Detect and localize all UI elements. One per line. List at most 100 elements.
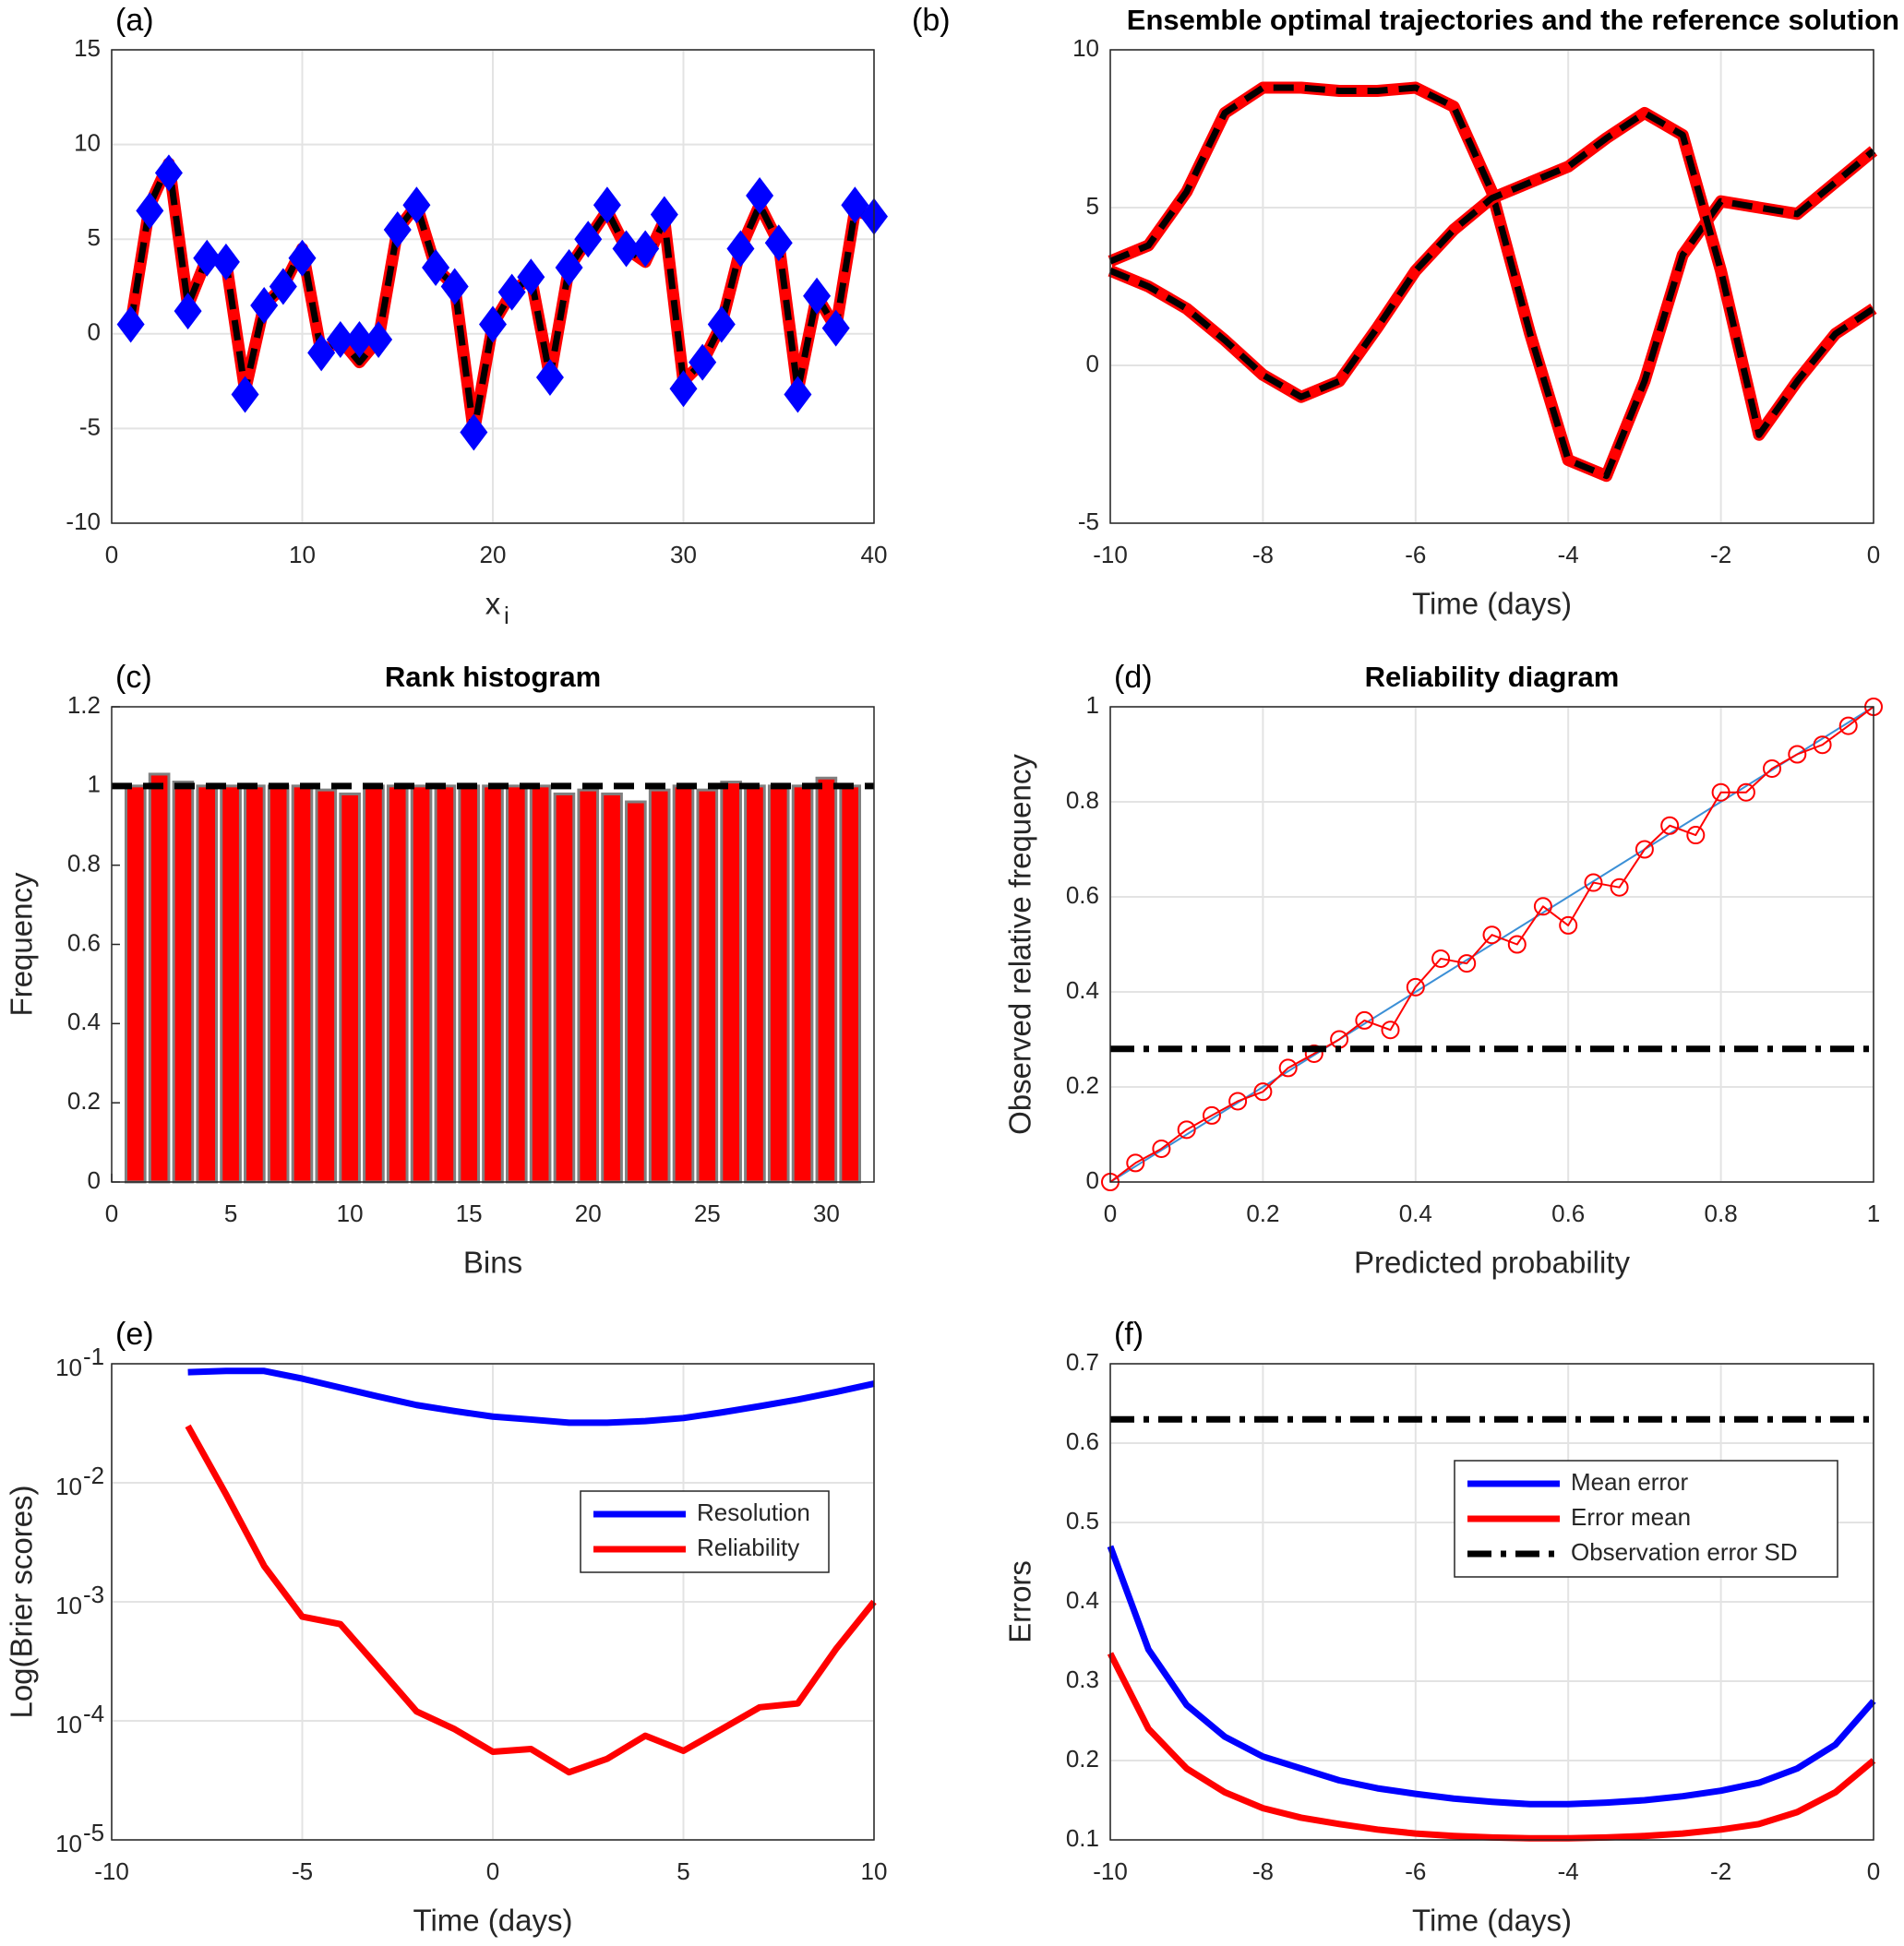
panel: 0 10 20 30 40 -10 -5 0 5 10 15 (a) x i bbox=[66, 3, 888, 629]
y-tick-label: 0 bbox=[1086, 1166, 1099, 1194]
marker bbox=[1228, 1092, 1248, 1111]
marker bbox=[440, 268, 469, 305]
marker bbox=[193, 239, 222, 277]
bar bbox=[220, 784, 242, 1184]
y-tick-label: -5 bbox=[79, 412, 101, 440]
y-tick-label: 0.6 bbox=[1066, 1427, 1099, 1455]
marker bbox=[231, 376, 259, 413]
marker bbox=[288, 239, 317, 277]
x-tick-label: -4 bbox=[1558, 541, 1579, 568]
series-line bbox=[1107, 1545, 1876, 1808]
panel-label: (e) bbox=[115, 1317, 154, 1352]
y-tick-label: 0.6 bbox=[67, 928, 101, 956]
marker bbox=[1559, 915, 1578, 935]
y-tick-label: 0.6 bbox=[1066, 881, 1099, 909]
x-axis-label: Predicted probability bbox=[1354, 1246, 1630, 1280]
bar bbox=[625, 800, 647, 1184]
plot-area bbox=[1110, 50, 1874, 523]
marker bbox=[1431, 949, 1451, 968]
y-tick-label: 10 bbox=[74, 128, 101, 156]
y-tick-label: 5 bbox=[1086, 192, 1099, 220]
panel-label: (f) bbox=[1114, 1317, 1144, 1352]
x-tick-label: 0.4 bbox=[1399, 1200, 1432, 1227]
y-tick-label: 10 bbox=[1072, 34, 1099, 62]
x-tick-label: -4 bbox=[1558, 1857, 1579, 1885]
marker bbox=[803, 277, 832, 315]
y-tick-label: 0.3 bbox=[1066, 1665, 1099, 1693]
x-tick-label: -2 bbox=[1710, 541, 1731, 568]
axes-box bbox=[1109, 706, 1874, 1183]
bar bbox=[577, 788, 600, 1184]
marker bbox=[211, 243, 240, 281]
marker bbox=[1763, 758, 1782, 778]
marker bbox=[1686, 826, 1706, 845]
bar bbox=[744, 784, 766, 1184]
x-tick-label: 0.6 bbox=[1551, 1200, 1585, 1227]
marker bbox=[669, 370, 698, 408]
x-tick-label: 20 bbox=[480, 541, 507, 568]
y-tick-label: 5 bbox=[88, 223, 101, 251]
y-tick-label: 0.2 bbox=[67, 1087, 101, 1115]
axes-box bbox=[111, 1363, 875, 1841]
marker bbox=[1355, 1010, 1374, 1030]
y-tick-label: 0.7 bbox=[1066, 1348, 1099, 1376]
y-tick-exponent: -5 bbox=[83, 1819, 104, 1846]
y-tick-label: 1 bbox=[1086, 691, 1099, 719]
x-tick-label: -10 bbox=[1093, 1857, 1128, 1885]
marker bbox=[746, 177, 774, 215]
marker bbox=[764, 224, 793, 262]
marker bbox=[631, 230, 660, 268]
legend-label: Error mean bbox=[1571, 1503, 1691, 1531]
marker bbox=[612, 230, 641, 268]
marker bbox=[784, 376, 812, 413]
y-axis-label: Errors bbox=[1003, 1560, 1037, 1643]
axes-box bbox=[1109, 49, 1874, 524]
y-tick-label: 10 bbox=[55, 1354, 82, 1381]
x-tick-label: -6 bbox=[1405, 1857, 1426, 1885]
marker bbox=[1126, 1153, 1145, 1173]
bar bbox=[148, 772, 171, 1184]
y-tick-label: 10 bbox=[55, 1473, 82, 1500]
axes-box bbox=[1109, 1363, 1874, 1841]
x-tick-label: 40 bbox=[861, 541, 888, 568]
y-tick-label: 0.2 bbox=[1066, 1745, 1099, 1773]
y-tick-label: 1 bbox=[88, 770, 101, 798]
x-tick-label: 20 bbox=[575, 1200, 602, 1227]
x-axis-label: Bins bbox=[463, 1246, 522, 1280]
bar bbox=[505, 784, 528, 1184]
x-tick-label: 0.8 bbox=[1705, 1200, 1738, 1227]
bar bbox=[244, 784, 266, 1184]
bar bbox=[529, 784, 552, 1184]
legend-box bbox=[580, 1490, 830, 1573]
marker bbox=[650, 196, 678, 233]
marker bbox=[422, 248, 450, 286]
bar bbox=[482, 784, 504, 1184]
marker bbox=[821, 309, 850, 347]
bar bbox=[791, 784, 814, 1184]
marker bbox=[1304, 1044, 1323, 1063]
x-tick-label: -2 bbox=[1710, 1857, 1731, 1885]
marker bbox=[1507, 935, 1527, 954]
marker bbox=[1152, 1139, 1171, 1158]
y-tick-label: 0 bbox=[1086, 350, 1099, 377]
x-axis-label-sub: i bbox=[504, 602, 509, 629]
x-tick-label: 0 bbox=[105, 1200, 118, 1227]
axes-box bbox=[111, 706, 875, 1183]
y-tick-exponent: -1 bbox=[83, 1343, 104, 1370]
marker bbox=[1635, 840, 1654, 859]
marker bbox=[1736, 782, 1755, 802]
legend-label: Reliability bbox=[697, 1534, 799, 1561]
marker bbox=[1482, 925, 1502, 945]
marker bbox=[1584, 873, 1603, 892]
x-tick-label: -6 bbox=[1405, 541, 1426, 568]
marker bbox=[689, 343, 717, 381]
marker bbox=[1381, 1021, 1400, 1040]
y-tick-label: 10 bbox=[55, 1592, 82, 1619]
y-tick-label: 0 bbox=[88, 318, 101, 346]
marker bbox=[250, 287, 279, 325]
marker bbox=[1660, 816, 1680, 835]
x-axis-label: Time (days) bbox=[1412, 587, 1572, 621]
marker bbox=[593, 186, 621, 224]
